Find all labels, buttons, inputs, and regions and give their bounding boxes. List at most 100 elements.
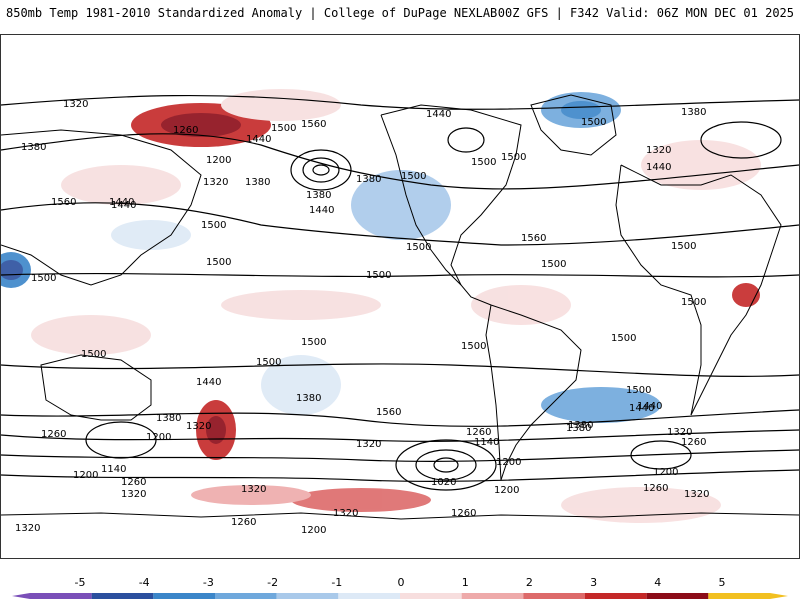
contour-label: 1200 bbox=[301, 525, 326, 536]
run-info: 00Z GFS | F342 Valid: 06Z MON DEC 01 202… bbox=[497, 6, 794, 20]
colorbar-svg bbox=[12, 593, 788, 599]
colorbar-tick-label: 1 bbox=[461, 576, 469, 589]
contour-label: 1440 bbox=[309, 205, 334, 216]
contour-label: 1440 bbox=[111, 200, 136, 211]
contour-label: 1380 bbox=[21, 142, 46, 153]
contour-label: 1200 bbox=[146, 432, 171, 443]
contour-label: 1500 bbox=[201, 220, 226, 231]
colorbar-tick-label: -3 bbox=[202, 576, 214, 589]
contour-label: 1320 bbox=[203, 177, 228, 188]
colorbar-tick-label: -5 bbox=[74, 576, 86, 589]
contour-label: 1380 bbox=[566, 423, 591, 434]
map-title: 850mb Temp 1981-2010 Standardized Anomal… bbox=[6, 6, 498, 20]
contour-label: 1560 bbox=[521, 233, 546, 244]
colorbar-swatch bbox=[338, 593, 400, 599]
contour-label: 1560 bbox=[51, 197, 76, 208]
colorbar-swatch bbox=[646, 593, 709, 599]
contour-label: 1200 bbox=[494, 485, 519, 496]
contour-label: 1260 bbox=[451, 508, 476, 519]
colorbar-swatches bbox=[12, 593, 788, 599]
map-canvas: 1320 1260 1200 1380 1440 1500 1560 1380 … bbox=[1, 89, 799, 536]
contour-label: 1500 bbox=[541, 259, 566, 270]
colorbar-swatch bbox=[91, 593, 154, 599]
contour-label: 1320 bbox=[121, 489, 146, 500]
contour-label: 1260 bbox=[681, 437, 706, 448]
contour-label: 1380 bbox=[245, 177, 270, 188]
contour-label: 1320 bbox=[15, 523, 40, 534]
contour-label: 1500 bbox=[611, 333, 636, 344]
colorbar-tick-label: -4 bbox=[138, 576, 150, 589]
contour-label: 1260 bbox=[643, 483, 668, 494]
contour-label: 1260 bbox=[231, 517, 256, 528]
colorbar-tick-label: 2 bbox=[525, 576, 533, 589]
contour-label: 1500 bbox=[681, 297, 706, 308]
colorbar-tick-label: -1 bbox=[331, 576, 343, 589]
colorbar-swatch bbox=[708, 593, 770, 599]
contour-label: 1320 bbox=[63, 99, 88, 110]
contour-label: 1200 bbox=[206, 155, 231, 166]
colorbar-swatch bbox=[30, 593, 92, 599]
colorbar-swatch bbox=[585, 593, 647, 599]
contour-label: 1320 bbox=[333, 508, 358, 519]
contour-label: 1500 bbox=[671, 241, 696, 252]
contour-label: 1440 bbox=[629, 403, 654, 414]
contour-label: 1500 bbox=[471, 157, 496, 168]
colorbar-tick-label: 3 bbox=[590, 576, 598, 589]
colorbar-swatch bbox=[153, 593, 215, 599]
contour-label: 1200 bbox=[73, 470, 98, 481]
contour-label: 1560 bbox=[301, 119, 326, 130]
colorbar-tick-label: -2 bbox=[267, 576, 279, 589]
contour-label: 1500 bbox=[256, 357, 281, 368]
map-panel[interactable]: 1320 1260 1200 1380 1440 1500 1560 1380 … bbox=[0, 34, 800, 559]
contour-label: 1020 bbox=[431, 477, 456, 488]
colorbar-tick-label: 5 bbox=[718, 576, 726, 589]
contour-label: 1380 bbox=[306, 190, 331, 201]
contour-label: 1500 bbox=[301, 337, 326, 348]
contour-label: 1320 bbox=[186, 421, 211, 432]
contour-label: 1260 bbox=[466, 427, 491, 438]
height-contours bbox=[1, 94, 799, 491]
colorbar: -5 -4 -3 -2 -1 0 1 2 3 4 5 bbox=[0, 566, 800, 600]
contour-label: 1500 bbox=[31, 273, 56, 284]
contour-label: 1440 bbox=[426, 109, 451, 120]
contour-label: 1440 bbox=[196, 377, 221, 388]
contour-label: 1500 bbox=[271, 123, 296, 134]
contour-label: 1500 bbox=[626, 385, 651, 396]
colorbar-swatch bbox=[276, 593, 339, 599]
contour-label: 1440 bbox=[109, 197, 134, 208]
contour-label: 1320 bbox=[646, 145, 671, 156]
contour-label: 1500 bbox=[366, 270, 391, 281]
contour-label: 1140 bbox=[474, 437, 499, 448]
anomaly-shading bbox=[1, 89, 761, 523]
contour-label: 1380 bbox=[568, 420, 593, 431]
contour-label: 1500 bbox=[501, 152, 526, 163]
contour-label-layer: 1320 1260 1200 1380 1440 1500 1560 1380 … bbox=[15, 99, 709, 536]
colorbar-swatch bbox=[523, 593, 585, 599]
contour-label: 1440 bbox=[637, 401, 662, 412]
contour-label: 1200 bbox=[496, 457, 521, 468]
contour-label: 1260 bbox=[173, 125, 198, 136]
contour-label: 1200 bbox=[653, 467, 678, 478]
coastlines bbox=[1, 94, 799, 520]
colorbar-max-arrow bbox=[770, 593, 788, 599]
contour-label: 1500 bbox=[81, 349, 106, 360]
header-bar: 850mb Temp 1981-2010 Standardized Anomal… bbox=[0, 0, 800, 34]
contour-label: 1260 bbox=[121, 477, 146, 488]
colorbar-tick-label: 0 bbox=[397, 576, 405, 589]
contour-label: 1440 bbox=[246, 134, 271, 145]
contour-label: 1320 bbox=[356, 439, 381, 450]
contour-label: 1500 bbox=[581, 117, 606, 128]
colorbar-swatch bbox=[400, 593, 462, 599]
contour-label: 1260 bbox=[41, 429, 66, 440]
contour-label: 1320 bbox=[667, 427, 692, 438]
colorbar-swatch bbox=[461, 593, 524, 599]
contour-label: 1380 bbox=[156, 413, 181, 424]
contour-label: 1500 bbox=[401, 171, 426, 182]
colorbar-min-arrow bbox=[12, 593, 30, 599]
contour-label: 1500 bbox=[206, 257, 231, 268]
contour-label: 1320 bbox=[684, 489, 709, 500]
contour-label: 1380 bbox=[681, 107, 706, 118]
contour-label: 1380 bbox=[356, 174, 381, 185]
contour-label: 1140 bbox=[101, 464, 126, 475]
contour-label: 1380 bbox=[296, 393, 321, 404]
